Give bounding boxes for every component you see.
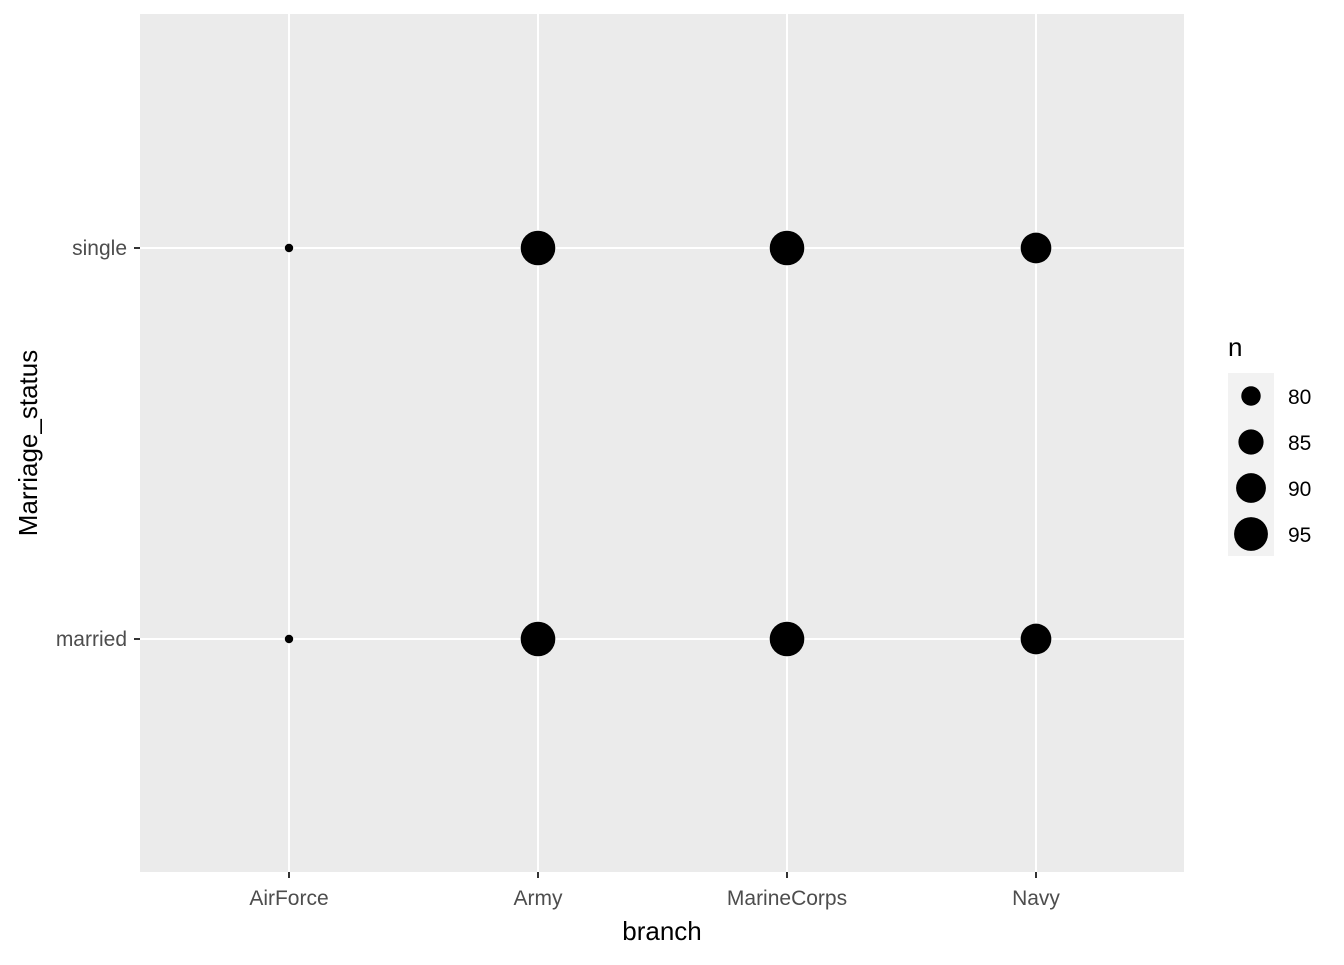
legend-key: [1234, 517, 1268, 551]
legend-label: 80: [1288, 386, 1311, 409]
x-tick-label: MarineCorps: [727, 887, 847, 910]
x-axis-title: branch: [622, 916, 702, 946]
x-axis: AirForce Army MarineCorps Navy: [249, 872, 1060, 910]
data-point: [1020, 623, 1052, 655]
y-axis: married single: [56, 237, 140, 651]
data-point: [769, 230, 805, 266]
legend-label: 95: [1288, 524, 1311, 547]
legend-label: 90: [1288, 478, 1311, 501]
data-point: [1020, 232, 1052, 264]
data-point: [284, 634, 294, 644]
legend-key: [1241, 386, 1261, 406]
data-point: [284, 243, 294, 253]
legend-key: [1236, 473, 1266, 503]
y-axis-title: Marriage_status: [13, 350, 43, 536]
plot-panel: [140, 14, 1184, 872]
data-point: [769, 621, 805, 657]
legend-label: 85: [1288, 432, 1311, 455]
gridlines: [140, 14, 1184, 872]
legend-items: 80 85 90 95: [1234, 386, 1311, 551]
legend-title: n: [1228, 332, 1242, 362]
size-legend: n 80 85 90 95: [1228, 332, 1311, 556]
y-tick-label: single: [72, 237, 127, 260]
data-point: [520, 621, 556, 657]
x-tick-label: Navy: [1012, 887, 1060, 910]
data-points: [284, 230, 1052, 657]
y-tick-label: married: [56, 628, 127, 651]
x-tick-label: AirForce: [249, 887, 328, 910]
x-tick-label: Army: [514, 887, 563, 910]
data-point: [520, 230, 556, 266]
legend-key: [1238, 429, 1264, 455]
